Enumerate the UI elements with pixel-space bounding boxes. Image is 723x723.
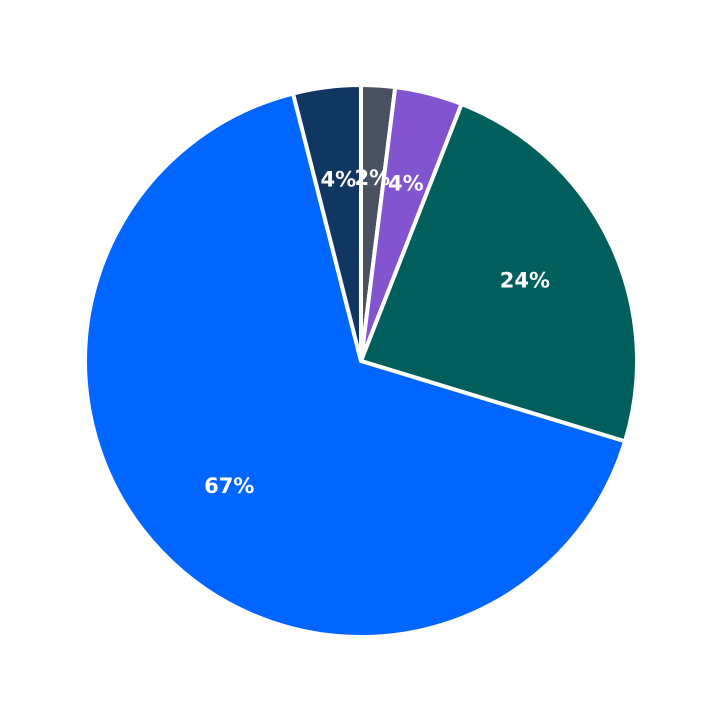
- pie-slice-4: [291, 83, 363, 363]
- pie-slices: [83, 82, 640, 639]
- pie-slice-label-4: 4%: [321, 167, 357, 191]
- pie-slice-3: [83, 91, 628, 639]
- pie-slice-label-3: 67%: [204, 474, 254, 498]
- pie-slice-label-2: 24%: [500, 269, 550, 293]
- pie-slice-label-1: 4%: [388, 171, 424, 195]
- pie-slice-label-0: 2%: [354, 166, 390, 190]
- pie-slice-2: [359, 102, 640, 444]
- pie-labels: 2%4% 24% 67% 4%: [204, 166, 550, 498]
